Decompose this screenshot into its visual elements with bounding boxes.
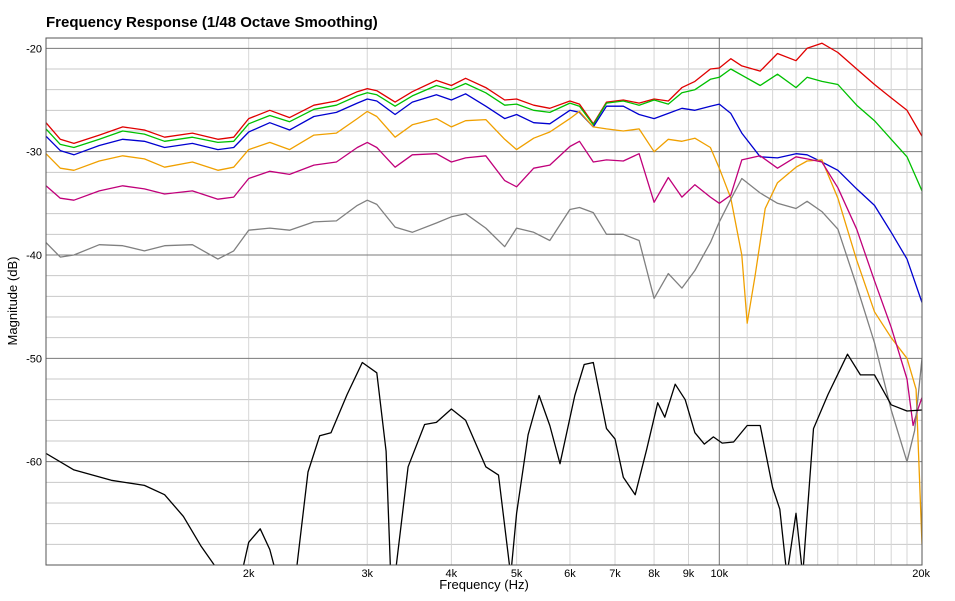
x-tick-label: 2k — [243, 568, 255, 580]
x-tick-labels: 2k 3k 4k 5k 6k 7k 8k 9k 10k 20k — [243, 568, 931, 580]
series-line-1 — [46, 42, 922, 145]
x-tick-label: 9k — [683, 568, 695, 580]
major-gridlines — [46, 38, 922, 565]
series-line-7 — [46, 353, 922, 565]
series-line-6 — [46, 177, 922, 463]
y-tick-label: -50 — [26, 353, 42, 365]
series-layer — [46, 42, 922, 565]
series-line-5 — [46, 140, 922, 427]
x-tick-label: 7k — [609, 568, 621, 580]
plot-area — [46, 38, 922, 565]
x-tick-label: 5k — [511, 568, 523, 580]
y-tick-label: -20 — [26, 43, 42, 55]
x-tick-label: 20k — [912, 568, 930, 580]
y-tick-label: -30 — [26, 147, 42, 159]
x-tick-label: 10k — [710, 568, 728, 580]
y-tick-label: -40 — [26, 250, 42, 262]
y-axis-title: Magnitude (dB) — [5, 257, 20, 346]
chart-title: Frequency Response (1/48 Octave Smoothin… — [46, 14, 378, 31]
series-line-4 — [46, 110, 922, 545]
x-tick-label: 8k — [648, 568, 660, 580]
y-tick-label: -60 — [26, 457, 42, 469]
y-tick-labels: -20 -30 -40 -50 -60 — [26, 43, 42, 468]
x-tick-label: 4k — [446, 568, 458, 580]
series-line-3 — [46, 93, 922, 303]
plot-frame — [45, 37, 923, 566]
x-tick-label: 6k — [564, 568, 576, 580]
x-axis-title: Frequency (Hz) — [439, 577, 529, 592]
x-tick-label: 3k — [361, 568, 373, 580]
series-line-2 — [46, 68, 922, 192]
minor-gridlines — [46, 38, 922, 565]
